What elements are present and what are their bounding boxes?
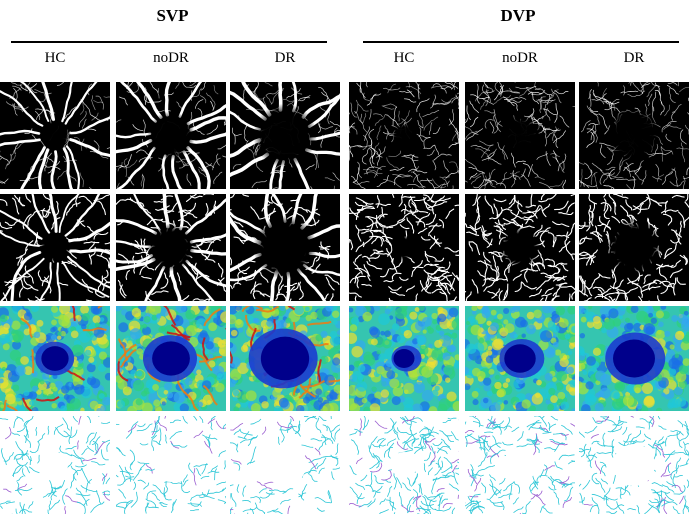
- svp-group-title: SVP: [156, 6, 189, 25]
- column-label-svp-dr: DR: [274, 50, 296, 66]
- tile-vessel-density-heatmap-dvp-dr: [579, 306, 689, 411]
- tile-skeleton-map-svp-hc: [0, 416, 110, 514]
- column-label-svp-nodr: noDR: [153, 50, 189, 66]
- tile-grayscale-angiogram-dvp-nodr: [465, 82, 575, 189]
- column-label-dvp-dr: DR: [623, 50, 645, 66]
- svp-group-rule: [11, 41, 327, 43]
- tile-vessel-density-heatmap-svp-hc: [0, 306, 110, 411]
- tile-binarized-vessel-map-svp-dr: [230, 194, 340, 301]
- tile-binarized-vessel-map-svp-nodr: [116, 194, 226, 301]
- tile-vessel-density-heatmap-svp-dr: [230, 306, 340, 411]
- tile-grayscale-angiogram-svp-nodr: [116, 82, 226, 189]
- dvp-group-title: DVP: [500, 6, 536, 25]
- tile-grayscale-angiogram-svp-hc: [0, 82, 110, 189]
- column-label-svp-hc: HC: [44, 50, 66, 66]
- tile-skeleton-map-dvp-dr: [579, 416, 689, 514]
- tile-skeleton-map-dvp-nodr: [465, 416, 575, 514]
- tile-grayscale-angiogram-svp-dr: [230, 82, 340, 189]
- tile-skeleton-map-svp-dr: [230, 416, 340, 514]
- dvp-group-rule: [363, 41, 679, 43]
- tile-skeleton-map-svp-nodr: [116, 416, 226, 514]
- tile-vessel-density-heatmap-dvp-nodr: [465, 306, 575, 411]
- tile-binarized-vessel-map-dvp-nodr: [465, 194, 575, 301]
- tile-skeleton-map-dvp-hc: [349, 416, 459, 514]
- tile-vessel-density-heatmap-svp-nodr: [116, 306, 226, 411]
- tile-binarized-vessel-map-dvp-dr: [579, 194, 689, 301]
- tile-grayscale-angiogram-dvp-dr: [579, 82, 689, 189]
- tile-vessel-density-heatmap-dvp-hc: [349, 306, 459, 411]
- tile-grayscale-angiogram-dvp-hc: [349, 82, 459, 189]
- column-label-dvp-nodr: noDR: [502, 50, 538, 66]
- column-label-dvp-hc: HC: [393, 50, 415, 66]
- tile-binarized-vessel-map-svp-hc: [0, 194, 110, 301]
- tile-binarized-vessel-map-dvp-hc: [349, 194, 459, 301]
